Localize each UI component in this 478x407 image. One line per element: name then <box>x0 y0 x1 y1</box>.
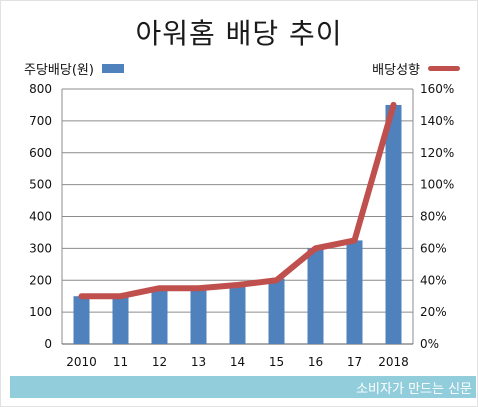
y-left-tick-label: 600 <box>29 146 52 160</box>
legend-line-swatch <box>428 66 460 71</box>
x-tick-label: 2010 <box>66 355 97 369</box>
legend-bar: 주당배당(원) <box>24 59 124 78</box>
bar <box>307 248 324 344</box>
x-tick-label: 2018 <box>378 355 409 369</box>
line-point <box>158 287 161 290</box>
y-right-tick-label: 60% <box>420 241 447 255</box>
chart-title: 아워홈 배당 추이 <box>135 17 343 50</box>
y-left-tick-label: 100 <box>29 305 52 319</box>
y-right-tick-label: 80% <box>420 210 447 224</box>
y-right-tick-label: 140% <box>420 114 454 128</box>
bar <box>151 288 168 344</box>
y-right-tick-label: 160% <box>420 82 454 96</box>
line-point <box>197 287 200 290</box>
footer-banner: 소비자가 만드는 신문 <box>10 376 476 398</box>
y-right-tick-label: 100% <box>420 178 454 192</box>
y-right-tick-label: 120% <box>420 146 454 160</box>
y-left-tick-label: 200 <box>29 273 52 287</box>
bar <box>229 285 246 344</box>
line-point <box>119 295 122 298</box>
bar <box>190 288 207 344</box>
y-right-tick-label: 20% <box>420 305 447 319</box>
x-tick-label: 13 <box>191 355 206 369</box>
y-left-tick-label: 800 <box>29 82 52 96</box>
x-tick-label: 14 <box>230 355 245 369</box>
bar <box>73 296 90 344</box>
legend-line-label: 배당성향 <box>372 63 420 78</box>
y-right-tick-label: 40% <box>420 273 447 287</box>
x-tick-label: 11 <box>113 355 128 369</box>
y-left-tick-label: 500 <box>29 178 52 192</box>
line-point <box>314 247 317 250</box>
line-point <box>236 284 239 287</box>
y-left-tick-label: 400 <box>29 210 52 224</box>
line-point <box>275 279 278 282</box>
footer-text: 소비자가 만드는 신문 <box>356 382 472 397</box>
line-point <box>392 103 395 106</box>
y-right-tick-label: 0% <box>420 337 439 351</box>
bar <box>346 240 363 344</box>
y-left-tick-label: 300 <box>29 241 52 255</box>
legend-bar-label: 주당배당(원) <box>24 63 94 78</box>
legend-line: 배당성향 <box>372 59 460 78</box>
x-tick-label: 17 <box>347 355 362 369</box>
line-point <box>353 239 356 242</box>
bar <box>385 104 402 344</box>
legend-bar-swatch <box>101 64 124 73</box>
x-tick-label: 12 <box>152 355 167 369</box>
bar <box>112 296 129 344</box>
x-tick-label: 15 <box>269 355 284 369</box>
y-left-tick-label: 0 <box>44 337 52 351</box>
y-left-tick-label: 700 <box>29 114 52 128</box>
line-point <box>80 295 83 298</box>
x-tick-label: 16 <box>308 355 323 369</box>
bar <box>268 278 285 344</box>
